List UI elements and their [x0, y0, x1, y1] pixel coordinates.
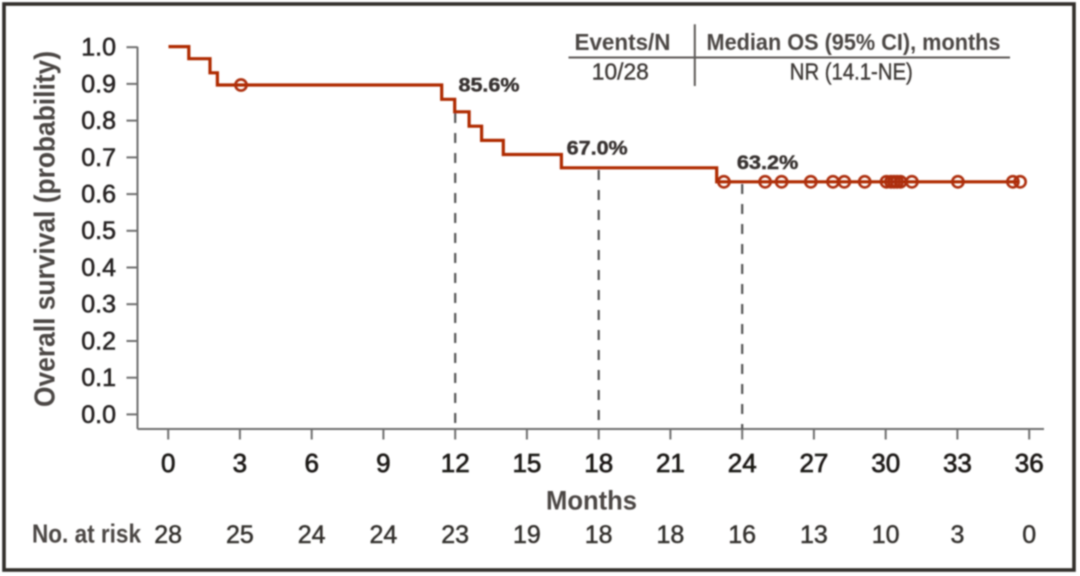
svg-text:3: 3 — [233, 448, 247, 478]
svg-text:Overall survival (probability): Overall survival (probability) — [30, 51, 62, 407]
svg-text:6: 6 — [304, 448, 318, 478]
svg-text:30: 30 — [871, 448, 900, 478]
svg-text:10/28: 10/28 — [592, 59, 649, 85]
svg-text:63.2%: 63.2% — [737, 153, 799, 174]
svg-text:23: 23 — [441, 521, 469, 549]
svg-text:0.4: 0.4 — [81, 254, 116, 282]
svg-text:10: 10 — [872, 521, 900, 549]
svg-text:24: 24 — [728, 448, 757, 478]
svg-text:0.8: 0.8 — [81, 107, 116, 135]
svg-text:Months: Months — [546, 485, 637, 515]
svg-text:0.6: 0.6 — [81, 181, 116, 209]
svg-text:3: 3 — [950, 521, 964, 549]
svg-text:27: 27 — [799, 448, 828, 478]
svg-text:18: 18 — [656, 521, 684, 549]
svg-text:18: 18 — [585, 521, 613, 549]
svg-text:85.6%: 85.6% — [459, 76, 520, 97]
svg-text:33: 33 — [943, 448, 972, 478]
svg-text:21: 21 — [656, 448, 685, 478]
svg-text:0.7: 0.7 — [81, 144, 116, 172]
svg-text:24: 24 — [369, 521, 397, 549]
svg-text:No. at risk: No. at risk — [32, 519, 141, 549]
svg-text:NR (14.1-NE): NR (14.1-NE) — [790, 59, 913, 85]
svg-text:1.0: 1.0 — [81, 34, 116, 62]
svg-text:25: 25 — [226, 521, 254, 549]
svg-text:0: 0 — [161, 448, 175, 478]
svg-text:Median OS (95% CI), months: Median OS (95% CI), months — [707, 29, 1001, 55]
svg-text:67.0%: 67.0% — [567, 139, 628, 160]
svg-text:12: 12 — [441, 448, 470, 478]
svg-text:0.5: 0.5 — [81, 217, 116, 245]
svg-text:Events/N: Events/N — [575, 29, 671, 55]
svg-text:0.2: 0.2 — [81, 327, 116, 355]
svg-text:24: 24 — [298, 521, 326, 549]
svg-text:0.0: 0.0 — [81, 401, 116, 429]
svg-text:9: 9 — [376, 448, 390, 478]
svg-text:36: 36 — [1015, 448, 1044, 478]
svg-text:28: 28 — [154, 521, 182, 549]
svg-text:13: 13 — [800, 521, 828, 549]
svg-text:18: 18 — [584, 448, 613, 478]
svg-text:0.1: 0.1 — [81, 364, 116, 392]
svg-text:16: 16 — [728, 521, 756, 549]
svg-text:15: 15 — [512, 448, 541, 478]
svg-text:0.3: 0.3 — [81, 291, 116, 319]
svg-text:0: 0 — [1022, 521, 1036, 549]
svg-text:0.9: 0.9 — [81, 70, 116, 98]
svg-text:19: 19 — [513, 521, 541, 549]
